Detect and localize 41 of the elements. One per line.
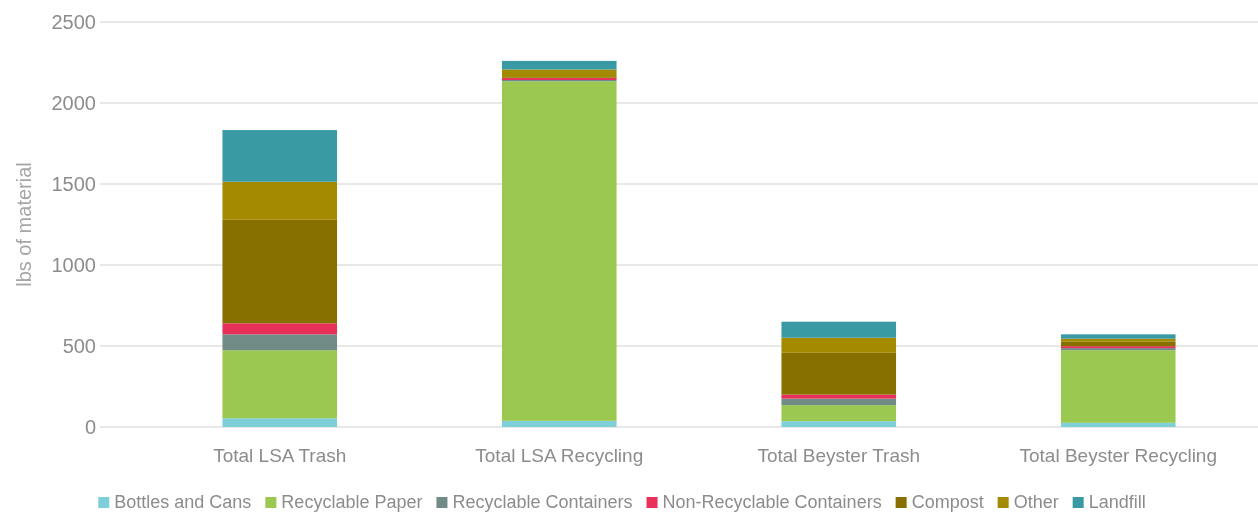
- legend-label: Compost: [911, 492, 984, 512]
- bar: [781, 405, 897, 422]
- bar: [1060, 350, 1176, 423]
- y-axis-title: lbs of material: [13, 162, 35, 287]
- bar: [222, 219, 338, 324]
- legend-label: Other: [1013, 492, 1059, 512]
- bar: [781, 337, 897, 353]
- x-tick-label: Total LSA Trash: [213, 445, 347, 466]
- y-tick-label: 1500: [51, 173, 96, 195]
- legend-label: Non-Recyclable Containers: [662, 492, 882, 512]
- bar: [222, 350, 338, 419]
- x-tick-label: Total Beyster Trash: [757, 445, 921, 466]
- bar: [1060, 338, 1176, 342]
- legend-label: Recyclable Paper: [281, 492, 423, 512]
- bar: [222, 181, 338, 220]
- x-tick-label: Total LSA Recycling: [475, 445, 644, 466]
- bar: [1060, 422, 1176, 427]
- y-tick-label: 500: [62, 335, 96, 357]
- bar: [222, 130, 338, 182]
- bar: [781, 421, 897, 427]
- legend-label: Bottles and Cans: [114, 492, 252, 512]
- bar: [781, 321, 897, 338]
- bar: [1060, 341, 1176, 347]
- y-tick-label: 1000: [51, 254, 96, 276]
- bar: [501, 69, 617, 78]
- legend-label: Landfill: [1088, 492, 1146, 512]
- y-tick-label: 2000: [51, 92, 96, 114]
- bar: [781, 398, 897, 406]
- bar: [222, 334, 338, 351]
- bar: [1060, 334, 1176, 339]
- bar: [781, 352, 897, 395]
- bar: [222, 323, 338, 335]
- bar: [501, 81, 617, 421]
- y-tick-label: 2500: [51, 11, 96, 33]
- bar: [222, 418, 338, 427]
- x-tick-label: Total Beyster Recycling: [1019, 445, 1217, 466]
- legend-label: Recyclable Containers: [452, 492, 633, 512]
- bar: [781, 394, 897, 399]
- bar: [501, 60, 617, 70]
- y-tick-label: 0: [84, 416, 96, 438]
- bar: [501, 420, 617, 427]
